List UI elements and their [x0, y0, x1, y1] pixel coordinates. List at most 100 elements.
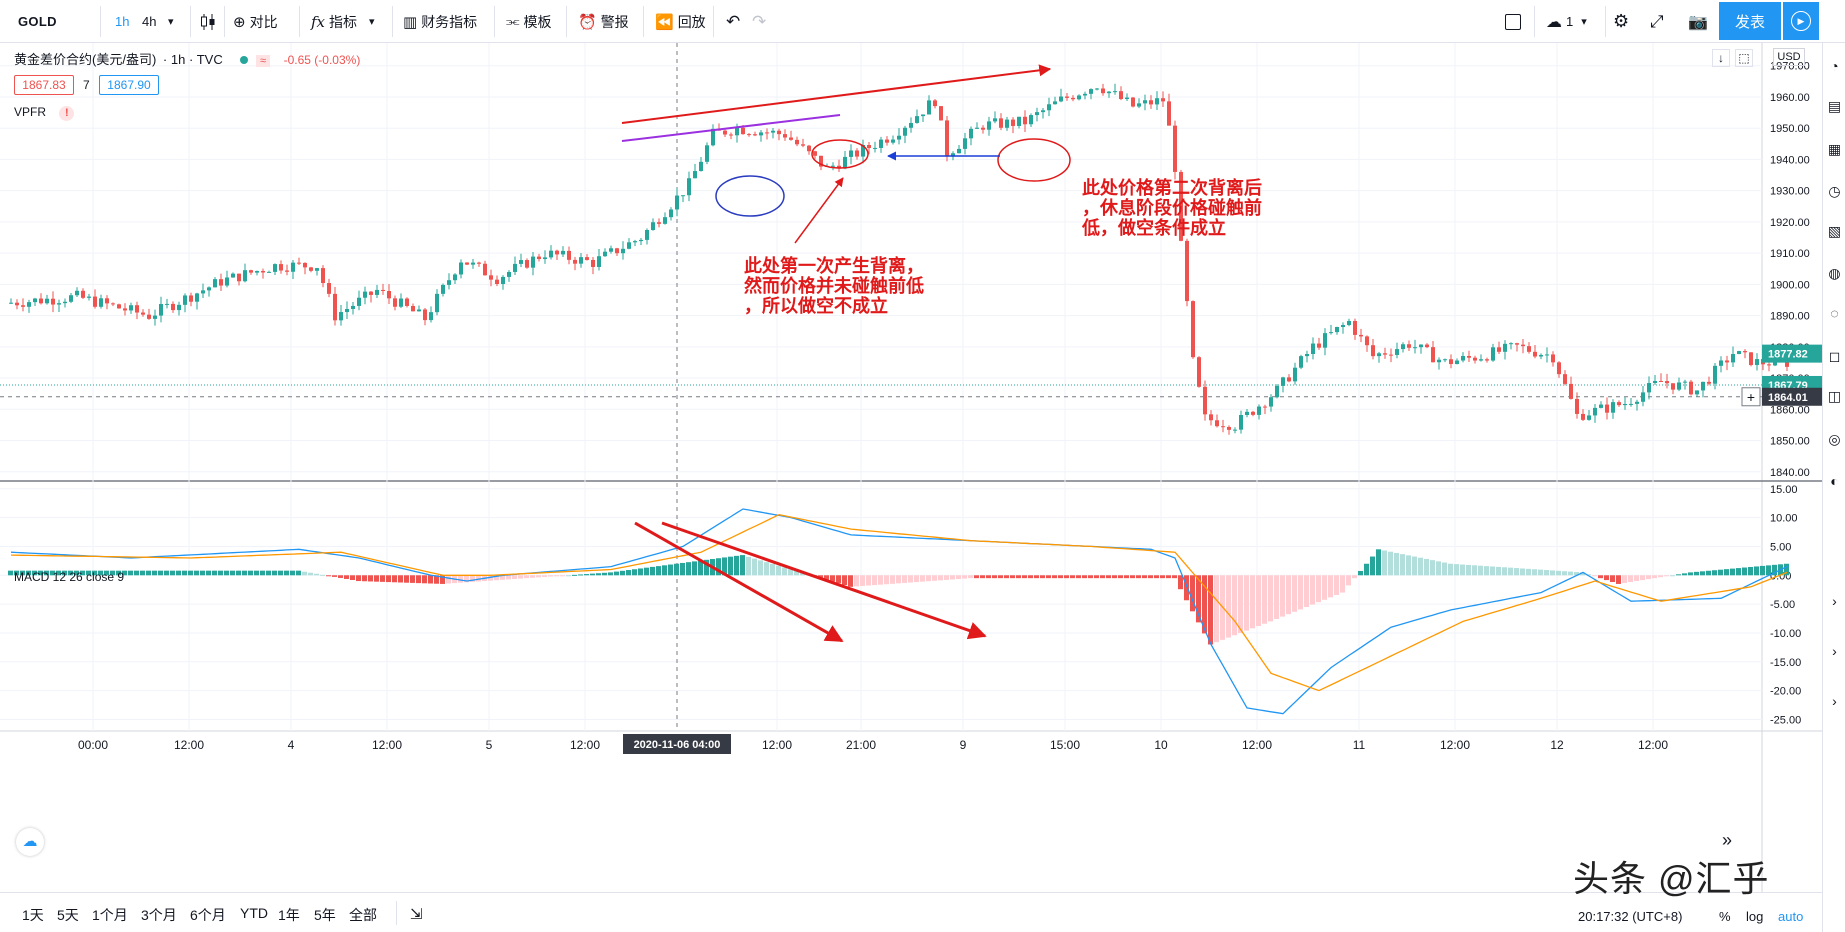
candle-body [1263, 406, 1267, 408]
macd-histogram-bar [1196, 575, 1201, 623]
macd-histogram-bar [770, 563, 775, 576]
macd-histogram-bar [476, 575, 481, 582]
financials-button[interactable]: ▥ 财务指标 [403, 13, 478, 31]
interval-1h[interactable]: 1h [115, 14, 130, 29]
clock[interactable]: 20:17:32 (UTC+8) [1578, 909, 1683, 924]
buy-price-box[interactable]: 1867.90 [99, 75, 159, 95]
macd-histogram-bar [224, 570, 229, 576]
candle-body [789, 137, 793, 140]
macd-histogram-bar [1448, 563, 1453, 576]
pane-down-button[interactable]: ↓ [1712, 49, 1730, 67]
redo-button[interactable]: ↷ [752, 0, 766, 43]
range-1d[interactable]: 1天 [22, 907, 44, 923]
layout-button[interactable] [1505, 0, 1521, 43]
candle-body [855, 150, 859, 157]
macd-legend[interactable]: MACD 12 26 close 9 [14, 570, 125, 584]
annotation-first-divergence: 此处第一次产生背离， 然而价格并未碰触前低 ，所以做空不成立 [744, 256, 924, 316]
candle-body [243, 270, 247, 282]
log-toggle[interactable]: log [1746, 909, 1764, 924]
chevron-right-icon[interactable]: › [1832, 693, 1837, 709]
tradingview-logo-icon[interactable]: ☁ [16, 828, 44, 856]
snapshot-button[interactable]: 📷 [1688, 0, 1708, 43]
undo-button[interactable]: ↶ [726, 0, 740, 43]
go-to-date-button[interactable]: ⇲ [410, 905, 423, 923]
candle-body [525, 260, 529, 268]
candle-body [1317, 343, 1321, 348]
calendar-icon[interactable]: ▤ [1827, 98, 1842, 114]
chart-type-button[interactable] [200, 0, 216, 43]
replay-button[interactable]: ⏪ 回放 [655, 13, 706, 31]
chart-canvas[interactable]: 1840.001850.001860.001870.001880.001890.… [0, 43, 1822, 892]
vpfr-legend[interactable]: VPFR ! [14, 105, 75, 121]
macd-histogram-bar [890, 575, 895, 584]
settings-button[interactable]: ⚙ [1613, 0, 1629, 43]
range-5d[interactable]: 5天 [57, 907, 79, 923]
time-tick-label: 4 [288, 738, 295, 752]
candle-body [357, 297, 361, 306]
instrument-legend[interactable]: 黄金差价合约(美元/盎司) · 1h · TVC ≈ -0.65 (-0.03%… [14, 52, 361, 67]
candle-body [813, 151, 817, 156]
range-ytd[interactable]: YTD [240, 905, 268, 921]
range-all[interactable]: 全部 [349, 907, 377, 923]
range-1m[interactable]: 1个月 [92, 907, 128, 923]
ideas-icon[interactable]: ◍ [1828, 265, 1841, 281]
range-6m[interactable]: 6个月 [190, 907, 226, 923]
watchlist-icon[interactable]: ◔ [1830, 58, 1839, 74]
indicators-button[interactable]: fx 指标 ▾ [311, 12, 375, 31]
candle-body [1335, 326, 1339, 333]
arrow-to-first-divergence [794, 177, 844, 244]
interval-4h[interactable]: 4h [142, 14, 157, 29]
range-1y[interactable]: 1年 [278, 907, 300, 923]
fullscreen-button[interactable]: ⤢ [1650, 0, 1664, 43]
alert-button[interactable]: ⏰ 警报 [578, 13, 629, 31]
cloud-save-button[interactable]: ☁ 1 ▾ [1546, 13, 1587, 31]
play-button[interactable]: ▶ [1783, 2, 1819, 40]
candle-body [927, 100, 931, 115]
price-change: -0.65 (-0.03%) [283, 53, 361, 67]
macd-histogram-bar [776, 565, 781, 576]
candle-body [21, 305, 25, 307]
macd-histogram-bar [1262, 575, 1267, 624]
compare-button[interactable]: ⊕ 对比 [233, 13, 278, 31]
macd-histogram-bar [998, 575, 1003, 579]
currency-label[interactable]: USD [1773, 48, 1805, 66]
macd-histogram-bar [986, 575, 991, 579]
macd-histogram-bar [1754, 566, 1759, 576]
templates-button[interactable]: ⫘ 模板 [506, 13, 552, 30]
chevron-right-icon[interactable]: › [1832, 593, 1837, 609]
auto-toggle[interactable]: auto [1778, 909, 1804, 924]
sell-price-box[interactable]: 1867.83 [14, 75, 74, 95]
messages-icon[interactable]: ◫ [1827, 388, 1842, 404]
scroll-to-realtime-button[interactable]: » [1722, 830, 1732, 851]
candle-body [1665, 381, 1669, 384]
news-icon[interactable]: ▦ [1827, 141, 1842, 157]
macd-tick-label: 15.00 [1770, 484, 1798, 496]
candle-body [1035, 112, 1039, 116]
interval-dropdown-icon[interactable]: ▾ [168, 16, 174, 28]
macd-tick-label: -5.00 [1770, 599, 1795, 611]
chat-icon[interactable]: ◻ [1828, 348, 1841, 364]
alerts-panel-icon[interactable]: ◷ [1828, 183, 1841, 199]
notifications-icon[interactable]: ◐ [1830, 473, 1839, 489]
symbol-search[interactable]: GOLD [18, 14, 57, 29]
rewind-icon: ⏪ [655, 13, 674, 31]
data-window-icon[interactable]: ▧ [1827, 223, 1842, 239]
streams-icon[interactable]: ◌ [1830, 305, 1839, 321]
chevron-right-icon[interactable]: › [1832, 643, 1837, 659]
macd-histogram-bar [608, 572, 613, 576]
range-3m[interactable]: 3个月 [141, 907, 177, 923]
macd-histogram-bar [170, 570, 175, 576]
macd-histogram-bar [164, 570, 169, 576]
macd-histogram-bar [650, 566, 655, 576]
publish-button[interactable]: 发表 [1719, 2, 1781, 40]
hotlist-icon[interactable]: ◎ [1828, 431, 1841, 447]
percent-toggle[interactable]: % [1719, 909, 1731, 924]
candle-body [1641, 392, 1645, 402]
macd-histogram-bar [110, 570, 115, 576]
candle-body [1659, 380, 1663, 382]
candle-body [51, 298, 55, 305]
pane-maximize-button[interactable]: ⬚ [1735, 49, 1753, 67]
candle-body [1275, 385, 1279, 398]
range-5y[interactable]: 5年 [314, 907, 336, 923]
macd-histogram-bar [1274, 575, 1279, 620]
